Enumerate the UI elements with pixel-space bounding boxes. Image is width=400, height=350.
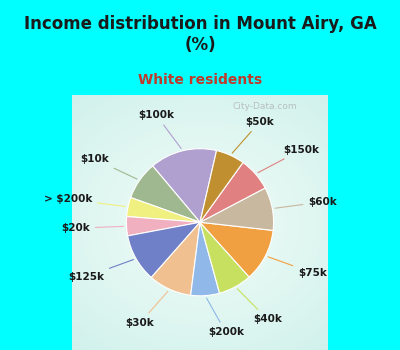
Wedge shape — [200, 222, 273, 277]
Wedge shape — [153, 149, 216, 222]
Wedge shape — [191, 222, 220, 296]
Text: $125k: $125k — [68, 260, 134, 282]
Text: $10k: $10k — [81, 154, 137, 179]
Wedge shape — [151, 222, 200, 295]
Text: $40k: $40k — [237, 289, 282, 324]
Text: $75k: $75k — [268, 257, 327, 278]
Wedge shape — [128, 222, 200, 278]
Text: > $200k: > $200k — [44, 194, 125, 206]
Text: White residents: White residents — [138, 74, 262, 88]
Text: $50k: $50k — [232, 117, 274, 153]
Text: $100k: $100k — [138, 110, 181, 148]
Text: Income distribution in Mount Airy, GA
(%): Income distribution in Mount Airy, GA (%… — [24, 15, 376, 54]
Wedge shape — [200, 162, 265, 222]
Text: $20k: $20k — [61, 223, 124, 233]
Wedge shape — [200, 222, 249, 293]
Text: $200k: $200k — [206, 298, 244, 337]
Text: $150k: $150k — [258, 145, 319, 173]
Wedge shape — [126, 217, 200, 236]
Wedge shape — [200, 150, 243, 222]
Text: $60k: $60k — [275, 197, 337, 208]
Wedge shape — [131, 166, 200, 222]
Text: $30k: $30k — [126, 291, 168, 328]
Wedge shape — [200, 188, 274, 230]
Wedge shape — [127, 197, 200, 222]
Text: City-Data.com: City-Data.com — [232, 102, 297, 111]
